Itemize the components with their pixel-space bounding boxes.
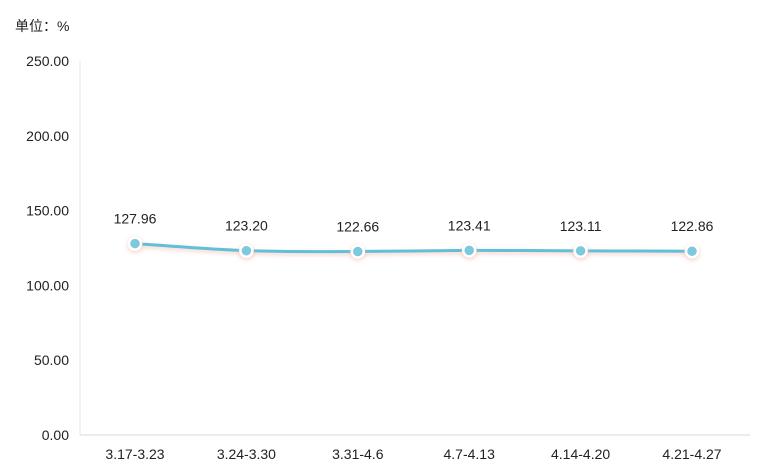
data-label: 127.96	[114, 211, 157, 227]
y-tick-label: 0.00	[42, 427, 69, 443]
data-point	[461, 243, 477, 258]
x-tick-label: 3.24-3.30	[217, 446, 276, 462]
x-tick-label: 3.17-3.23	[105, 446, 164, 462]
data-label: 123.11	[560, 218, 602, 234]
x-tick-label: 4.14-4.20	[551, 446, 610, 462]
series-group	[127, 236, 700, 261]
x-axis-ticks: 3.17-3.23 3.24-3.30 3.31-4.6 4.7-4.13 4.14-4…	[105, 446, 721, 462]
y-tick-label: 100.00	[26, 277, 69, 293]
x-tick-label: 4.21-4.27	[662, 446, 721, 462]
y-tick-label: 150.00	[26, 203, 69, 219]
y-tick-label: 200.00	[26, 128, 69, 144]
data-label: 122.86	[671, 218, 714, 234]
data-point	[350, 244, 366, 259]
data-point	[127, 236, 143, 251]
data-point	[573, 243, 588, 259]
data-labels: 127.96 123.20 122.66 123.41 123.11 122.86	[114, 211, 714, 235]
series-line-shadow	[134, 244, 693, 256]
data-label: 122.66	[336, 219, 379, 235]
y-tick-label: 250.00	[26, 53, 69, 69]
data-point	[684, 243, 700, 259]
unit-label: 单位：%	[15, 18, 69, 34]
y-axis-ticks: 0.00 50.00 100.00 150.00 200.00 250.00	[26, 53, 69, 443]
data-label: 123.41	[448, 217, 491, 233]
data-point	[239, 243, 254, 258]
x-tick-label: 4.7-4.13	[444, 446, 496, 462]
y-tick-label: 50.00	[34, 352, 69, 368]
x-tick-label: 3.31-4.6	[332, 446, 384, 462]
data-label: 123.20	[225, 218, 268, 234]
series-line	[133, 242, 694, 254]
